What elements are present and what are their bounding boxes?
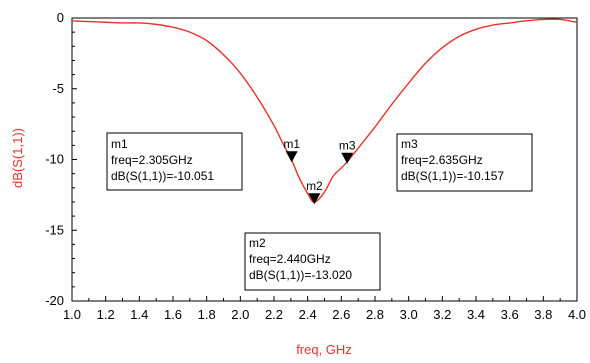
- marker-box-m3-value: dB(S(1,1))=-10.157: [401, 169, 504, 183]
- s11-series-line: [71, 18, 578, 203]
- marker-m1-label: m1: [283, 137, 300, 151]
- x-tick-label: 3.2: [433, 307, 451, 322]
- marker-box-m2-value: dB(S(1,1))=-13.020: [249, 268, 352, 282]
- x-tick-label: 1.0: [63, 307, 81, 322]
- marker-box-m2-name: m2: [249, 236, 266, 250]
- marker-m3-label: m3: [339, 139, 356, 153]
- marker-m2-label: m2: [306, 179, 323, 193]
- x-tick-label: 2.6: [332, 307, 350, 322]
- marker-m1-triangle: [285, 151, 298, 163]
- x-tick-label: 2.0: [231, 307, 249, 322]
- x-tick-label: 1.2: [97, 307, 115, 322]
- marker-box-m2-freq: freq=2.440GHz: [249, 252, 331, 266]
- marker-box-m3-name: m3: [401, 137, 418, 151]
- x-axis-label: freq, GHz: [296, 342, 352, 357]
- marker-box-m1-value: dB(S(1,1))=-10.051: [111, 169, 214, 183]
- marker-box-m1: m1 freq=2.305GHz dB(S(1,1))=-10.051: [106, 132, 243, 191]
- marker-m3-triangle: [341, 152, 354, 164]
- y-tick-label: -10: [45, 152, 64, 167]
- y-axis-ticks: 0 -5 -10 -15 -20: [45, 10, 77, 308]
- y-tick-label: -5: [52, 81, 64, 96]
- x-tick-label: 3.6: [501, 307, 519, 322]
- x-tick-label: 1.8: [198, 307, 216, 322]
- x-tick-label: 2.4: [299, 307, 317, 322]
- y-tick-label: 0: [57, 10, 64, 25]
- marker-m2-triangle: [308, 193, 321, 205]
- marker-box-m1-freq: freq=2.305GHz: [111, 153, 193, 167]
- marker-box-m2: m2 freq=2.440GHz dB(S(1,1))=-13.020: [244, 232, 381, 291]
- marker-box-m3-freq: freq=2.635GHz: [401, 153, 483, 167]
- x-tick-label: 4.0: [568, 307, 586, 322]
- marker-box-m3: m3 freq=2.635GHz dB(S(1,1))=-10.157: [396, 133, 533, 192]
- x-tick-label: 2.2: [265, 307, 283, 322]
- x-tick-label: 3.8: [534, 307, 552, 322]
- y-tick-label: -20: [45, 293, 64, 308]
- marker-box-m1-name: m1: [111, 137, 128, 151]
- x-tick-label: 3.4: [467, 307, 485, 322]
- y-axis-label: dB(S(1,1)): [10, 128, 25, 188]
- x-tick-label: 1.4: [130, 307, 148, 322]
- x-axis-ticks: 1.0 1.2 1.4 1.6 1.8 2.0 2.2 2.4 2.6 2.8 3.0 3.2 3.4 3…: [63, 296, 586, 322]
- markers: m1 m2 m3: [283, 137, 356, 205]
- x-tick-label: 1.6: [164, 307, 182, 322]
- y-tick-label: -15: [45, 222, 64, 237]
- x-tick-label: 2.8: [366, 307, 384, 322]
- x-tick-label: 3.0: [400, 307, 418, 322]
